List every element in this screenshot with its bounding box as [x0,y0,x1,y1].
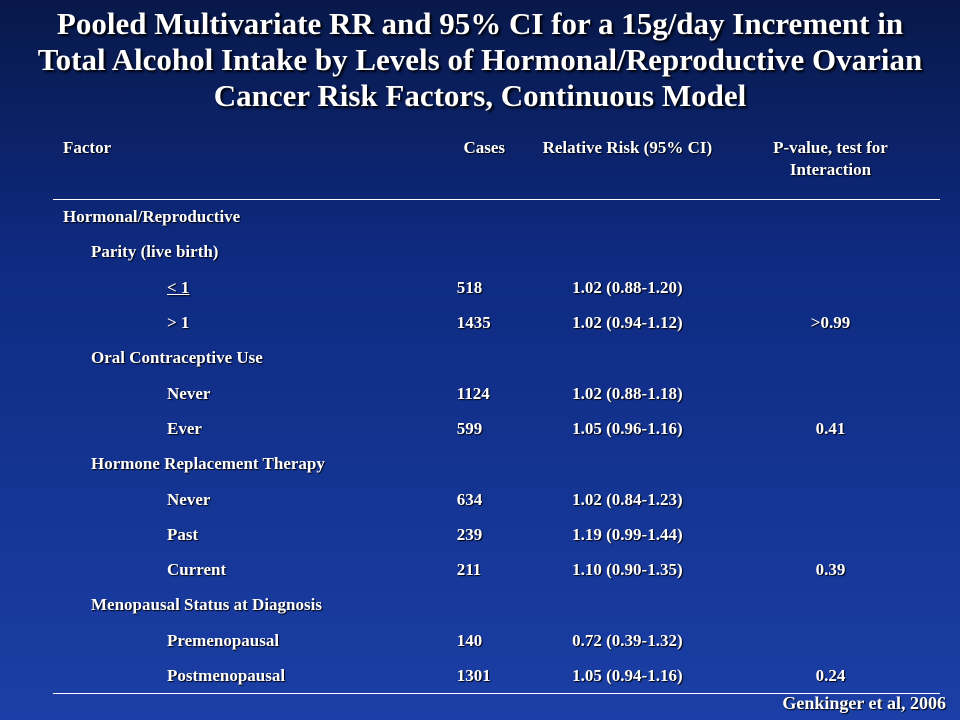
pvalue [721,623,940,658]
level-label: Past [167,524,199,544]
cases-value: 1435 [456,313,491,333]
results-table: Factor Cases Relative Risk (95% CI) P-va… [53,127,940,694]
group-row: Menopausal Status at Diagnosis [53,588,940,623]
cases-value: 140 [456,630,483,650]
rr-value: 1.10 (0.90-1.35) [572,560,683,580]
rr-value: 1.02 (0.88-1.20) [572,277,683,297]
cases-value: 1124 [456,383,490,403]
cases-value: 1301 [456,665,491,685]
group-label-oral-contraceptive: Oral Contraceptive Use [91,348,263,368]
table-row: Postmenopausal 1301 1.05 (0.94-1.16) 0.2… [53,658,940,694]
level-label: > 1 [167,313,190,333]
cases-value: 518 [456,277,483,297]
level-label: Postmenopausal [167,665,286,685]
cases-value: 211 [456,560,482,580]
table-row: Never 634 1.02 (0.84-1.23) [53,482,940,517]
group-row: Parity (live birth) [53,235,940,270]
pvalue [721,376,940,411]
cases-value: 239 [456,524,483,544]
table-row: Current 211 1.10 (0.90-1.35) 0.39 [53,552,940,587]
pvalue [721,270,940,305]
header-factor: Factor [63,138,112,157]
rr-value: 1.02 (0.88-1.18) [572,383,683,403]
rr-value: 1.02 (0.84-1.23) [572,489,683,509]
level-label: < 1 [53,270,435,305]
rr-value: 1.05 (0.94-1.16) [572,665,683,685]
pvalue [721,482,940,517]
section-label: Hormonal/Reproductive [63,207,241,227]
pvalue [721,517,940,552]
cases-value: 599 [456,418,483,438]
pvalue: 0.39 [815,560,846,580]
table-row: Premenopausal 140 0.72 (0.39-1.32) [53,623,940,658]
table-row: Past 239 1.19 (0.99-1.44) [53,517,940,552]
header-pvalue-line2: Interaction [789,160,872,179]
level-label: Ever [167,418,202,438]
cases-value: 634 [456,489,483,509]
pvalue: 0.24 [815,665,846,685]
header-cases: Cases [463,138,506,157]
section-row: Hormonal/Reproductive [53,200,940,235]
header-relative-risk: Relative Risk (95% CI) [542,138,713,157]
header-pvalue: P-value, test for Interaction [721,127,940,200]
table-row: < 1 518 1.02 (0.88-1.20) [53,270,940,305]
citation: Genkinger et al, 2006 [782,693,946,713]
level-label: Never [167,489,211,509]
header-pvalue-line1: P-value, test for [773,138,888,157]
slide-title: Pooled Multivariate RR and 95% CI for a … [37,6,923,113]
level-label: Current [167,560,227,580]
rr-value: 1.02 (0.94-1.12) [572,313,683,333]
pvalue: >0.99 [810,313,851,333]
group-label-menopausal-status: Menopausal Status at Diagnosis [91,595,322,615]
rr-value: 1.05 (0.96-1.16) [572,418,683,438]
table-header-row: Factor Cases Relative Risk (95% CI) P-va… [53,127,940,200]
level-label: Never [167,383,211,403]
rr-value: 1.19 (0.99-1.44) [572,524,683,544]
table-row: Never 1124 1.02 (0.88-1.18) [53,376,940,411]
level-text: < 1 [167,277,190,297]
group-row: Oral Contraceptive Use [53,341,940,376]
level-label: Premenopausal [167,630,280,650]
pvalue: 0.41 [815,418,846,438]
group-label-hrt: Hormone Replacement Therapy [91,454,325,474]
table-row: Ever 599 1.05 (0.96-1.16) 0.41 [53,411,940,446]
group-row: Hormone Replacement Therapy [53,447,940,482]
table-row: > 1 1435 1.02 (0.94-1.12) >0.99 [53,305,940,340]
group-label-parity: Parity (live birth) [91,242,219,262]
rr-value: 0.72 (0.39-1.32) [572,630,683,650]
